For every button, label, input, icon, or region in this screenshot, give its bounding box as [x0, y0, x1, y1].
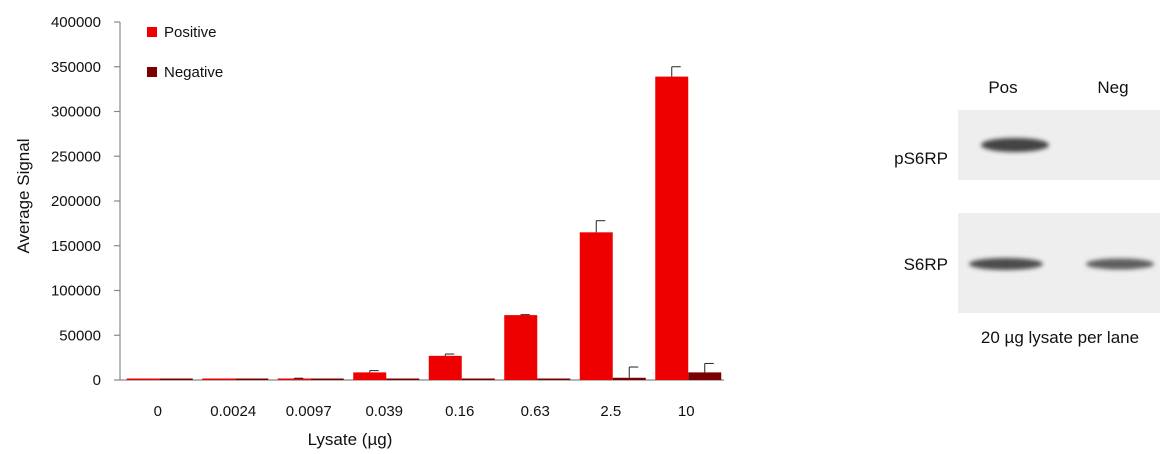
x-tick-label: 0 [154, 403, 162, 420]
bar-positive [655, 76, 689, 380]
x-tick-label: 0.63 [521, 403, 550, 420]
bar-positive [428, 355, 462, 380]
bar-positive [579, 232, 613, 380]
x-tick-label: 0.039 [365, 403, 403, 420]
y-tick-label: 0 [93, 372, 101, 389]
bar-negative [537, 378, 571, 380]
x-tick-label: 0.0024 [210, 403, 256, 420]
legend-swatch-positive [147, 27, 157, 37]
x-tick-label: 0.0097 [286, 403, 332, 420]
blot-caption: 20 µg lysate per lane [981, 328, 1139, 347]
y-tick-label: 150000 [51, 238, 101, 255]
x-tick-label: 2.5 [600, 403, 621, 420]
bar-negative [688, 372, 722, 380]
bar-negative [461, 378, 495, 380]
legend: Positive Negative [147, 24, 223, 81]
bar-negative [310, 378, 344, 380]
y-tick-label: 250000 [51, 148, 101, 165]
bar-chart: 0 50000 100000 150000 200000 250000 300000 3500… [14, 14, 724, 449]
bar-negative [235, 378, 269, 380]
y-axis-title: Average Signal [14, 139, 33, 254]
bar-positive [277, 378, 311, 380]
lane-header-neg: Neg [1097, 78, 1128, 97]
y-tick-label: 50000 [59, 327, 101, 344]
error-bars [293, 66, 714, 379]
y-tick-label: 100000 [51, 283, 101, 300]
lane-header-pos: Pos [988, 78, 1017, 97]
legend-label-positive: Positive [164, 24, 217, 41]
y-axis-ticks: 0 50000 100000 150000 200000 250000 300000 3500… [51, 14, 120, 389]
band-ps6rp-pos [981, 138, 1049, 152]
legend-swatch-negative [147, 67, 157, 77]
bar-positive [353, 372, 387, 380]
bar-negative [386, 378, 420, 380]
bar-positive [126, 378, 160, 380]
row-label-ps6rp: pS6RP [894, 149, 948, 168]
band-s6rp-neg [1086, 258, 1154, 270]
bar-negative [159, 378, 193, 380]
y-tick-label: 400000 [51, 14, 101, 31]
y-tick-label: 350000 [51, 59, 101, 76]
band-s6rp-pos [969, 258, 1043, 270]
row-label-s6rp: S6RP [904, 255, 948, 274]
western-blot: Pos Neg pS6RP S6RP 20 µg lysate per lane [894, 78, 1160, 347]
y-tick-label: 200000 [51, 193, 101, 210]
bar-positive [202, 378, 236, 380]
bar-positive [504, 315, 538, 380]
x-tick-label: 10 [678, 403, 695, 420]
x-tick-label: 0.16 [445, 403, 474, 420]
bar-negative [612, 377, 646, 380]
bars [126, 76, 722, 380]
x-axis-ticks: 0 0.0024 0.0097 0.039 0.16 0.63 2.5 10 [154, 403, 695, 420]
x-axis-title: Lysate (µg) [308, 430, 393, 449]
legend-label-negative: Negative [164, 64, 223, 81]
y-tick-label: 300000 [51, 104, 101, 121]
